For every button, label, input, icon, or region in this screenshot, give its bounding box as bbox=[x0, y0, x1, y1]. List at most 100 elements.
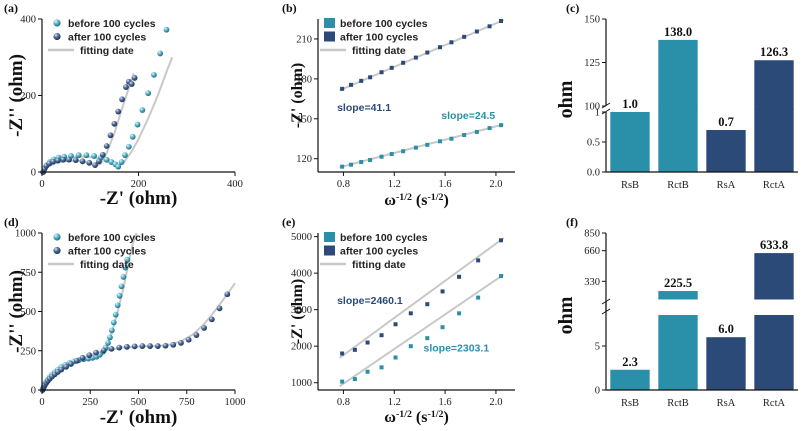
panel-label-c: (c) bbox=[566, 1, 579, 15]
data-point bbox=[107, 132, 114, 139]
data-point bbox=[68, 361, 74, 367]
x-axis-label-d: -Z' (ohm) bbox=[100, 407, 178, 428]
x-tick-label: 200 bbox=[131, 179, 147, 190]
y-tick-label: 125 bbox=[584, 58, 600, 69]
legend-marker bbox=[53, 19, 61, 27]
panel-label-e: (e) bbox=[282, 215, 295, 229]
data-point bbox=[72, 157, 79, 164]
data-point bbox=[108, 327, 115, 334]
y-tick-label: 1000 bbox=[291, 378, 312, 389]
legend-label: fitting date bbox=[80, 45, 134, 57]
data-point bbox=[379, 154, 384, 159]
y-tick-label: 3000 bbox=[291, 305, 312, 316]
data-point bbox=[438, 45, 443, 50]
data-point bbox=[393, 322, 398, 327]
data-point bbox=[178, 340, 184, 346]
x-tick-label: 1.2 bbox=[388, 397, 401, 408]
data-point bbox=[365, 340, 370, 345]
legend-label: fitting date bbox=[80, 259, 134, 271]
data-point bbox=[393, 355, 398, 360]
data-point bbox=[139, 343, 146, 349]
legend-marker bbox=[324, 18, 335, 28]
y-tick-label: 660 bbox=[584, 246, 600, 257]
data-point bbox=[401, 60, 406, 65]
y-tick-label: 1000 bbox=[15, 229, 36, 240]
data-point bbox=[425, 302, 430, 307]
data-point bbox=[440, 289, 445, 294]
data-point bbox=[107, 334, 113, 341]
data-point bbox=[499, 274, 504, 279]
data-point bbox=[379, 70, 384, 75]
bar-rcta bbox=[754, 60, 794, 172]
data-point bbox=[92, 162, 98, 169]
data-point bbox=[368, 75, 373, 80]
slope-annotation: slope=2460.1 bbox=[337, 295, 403, 307]
data-point bbox=[413, 145, 418, 150]
x-tick-label: RctA bbox=[763, 398, 786, 409]
data-point bbox=[408, 344, 413, 349]
data-point bbox=[474, 29, 479, 34]
data-point bbox=[111, 120, 118, 127]
data-point bbox=[440, 325, 445, 330]
y-axis-label-f: ohm bbox=[555, 296, 577, 334]
data-point bbox=[124, 343, 130, 350]
axis-break-mark bbox=[601, 308, 611, 315]
series-e-1 bbox=[340, 238, 504, 356]
bar-rsb bbox=[610, 369, 650, 390]
data-point bbox=[112, 311, 119, 318]
data-point bbox=[79, 158, 86, 165]
legend-label: after 100 cycles bbox=[68, 246, 146, 258]
data-point bbox=[116, 344, 123, 351]
fit-line-e-1 bbox=[339, 237, 505, 359]
y-tick-label: 0.5 bbox=[587, 138, 600, 149]
legend-item-d-0: before 100 cycles bbox=[53, 232, 156, 244]
y-tick-label: 0 bbox=[31, 168, 36, 179]
data-point bbox=[162, 342, 169, 349]
series-d-1 bbox=[39, 291, 231, 393]
data-point bbox=[93, 349, 99, 356]
data-point bbox=[131, 343, 138, 350]
x-tick-label: 750 bbox=[179, 397, 195, 408]
data-point bbox=[96, 158, 102, 165]
panel-label-f: (f) bbox=[566, 215, 578, 229]
data-point bbox=[413, 55, 418, 60]
axis-break-mark bbox=[601, 298, 611, 305]
data-point bbox=[58, 366, 65, 373]
panel-b: (b) 0.8 1.2 1.6 2.0 120 150 180 210 ω-1/2 (s-1/2)… bbox=[282, 1, 515, 209]
data-point bbox=[487, 24, 492, 29]
bar-rcta bbox=[754, 253, 794, 390]
data-point bbox=[134, 121, 141, 128]
data-point bbox=[474, 129, 479, 134]
data-point bbox=[425, 142, 430, 147]
data-point bbox=[114, 302, 121, 309]
data-point bbox=[359, 78, 364, 83]
legend-item-a-0: before 100 cycles bbox=[53, 18, 156, 30]
legend-label: fitting date bbox=[352, 45, 406, 57]
series-b-1 bbox=[340, 18, 504, 91]
x-tick-label: 1.6 bbox=[439, 179, 452, 190]
bar-value-label: 126.3 bbox=[760, 45, 788, 59]
data-point bbox=[352, 377, 357, 382]
data-point bbox=[123, 84, 129, 90]
legend-item-b-0: before 100 cycles bbox=[324, 18, 428, 30]
data-point bbox=[449, 136, 454, 141]
data-point bbox=[359, 160, 364, 165]
data-point bbox=[408, 311, 413, 316]
data-point bbox=[224, 291, 231, 298]
data-point bbox=[124, 256, 131, 263]
data-point bbox=[476, 258, 481, 263]
data-point bbox=[100, 347, 107, 354]
data-point bbox=[349, 162, 354, 167]
data-point bbox=[103, 156, 110, 163]
legend-marker bbox=[53, 233, 61, 241]
x-axis-label-e: ω-1/2 (s-1/2) bbox=[384, 409, 449, 427]
fit-line-e-0 bbox=[339, 273, 505, 388]
bar-rsa bbox=[706, 337, 746, 390]
bar-value-label: 0.7 bbox=[718, 115, 734, 129]
data-point bbox=[86, 352, 93, 359]
y-tick-label: 180 bbox=[296, 74, 312, 85]
y-tick-label: 200 bbox=[20, 91, 36, 102]
legend-item-b-2: fitting date bbox=[320, 45, 406, 57]
legend-label: after 100 cycles bbox=[340, 32, 418, 44]
